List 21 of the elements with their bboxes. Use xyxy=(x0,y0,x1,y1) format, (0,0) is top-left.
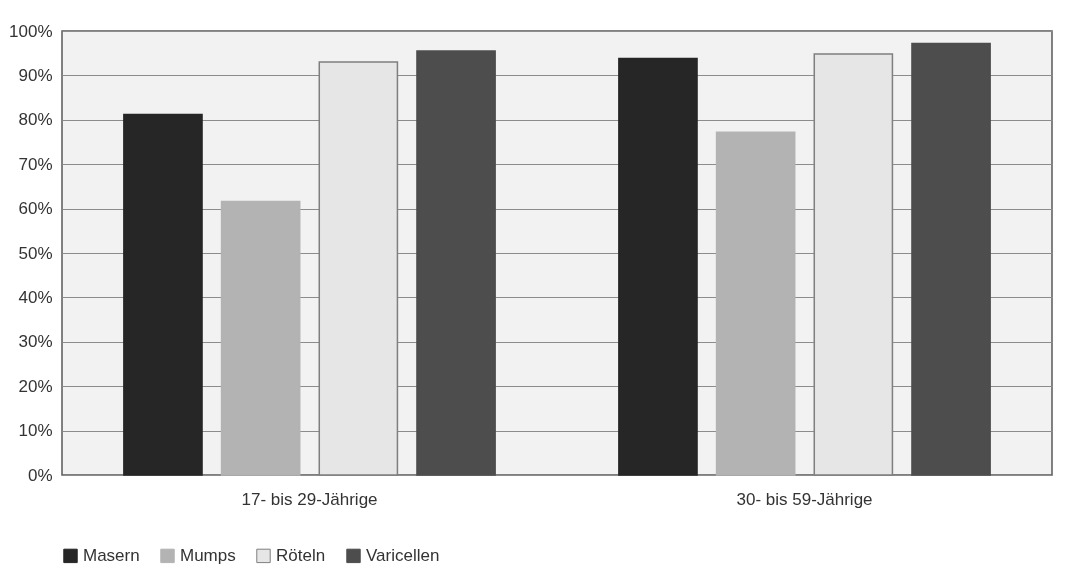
y-tick-label: 20% xyxy=(18,376,53,396)
bar xyxy=(715,131,796,476)
y-tick-label: 100% xyxy=(9,21,53,41)
y-tick-label: 90% xyxy=(18,65,53,85)
y-tick-label: 40% xyxy=(18,287,53,307)
bar xyxy=(123,113,203,476)
y-tick-label: 70% xyxy=(18,154,53,174)
y-tick-label: 30% xyxy=(18,332,53,352)
legend-label: Varicellen xyxy=(366,545,440,565)
y-tick-label: 80% xyxy=(18,110,53,130)
y-tick-label: 60% xyxy=(18,199,53,219)
y-tick-label: 0% xyxy=(27,465,53,485)
bar xyxy=(618,57,698,476)
bar xyxy=(220,200,301,476)
x-tick-label: 17- bis 29-Jährige xyxy=(241,489,378,509)
x-tick-label: 30- bis 59-Jährige xyxy=(736,489,873,509)
legend-label: Röteln xyxy=(276,545,326,565)
legend-label: Mumps xyxy=(180,545,236,565)
y-tick-label: 10% xyxy=(18,421,53,441)
legend-label: Masern xyxy=(83,545,140,565)
y-tick-label: 50% xyxy=(18,243,53,263)
